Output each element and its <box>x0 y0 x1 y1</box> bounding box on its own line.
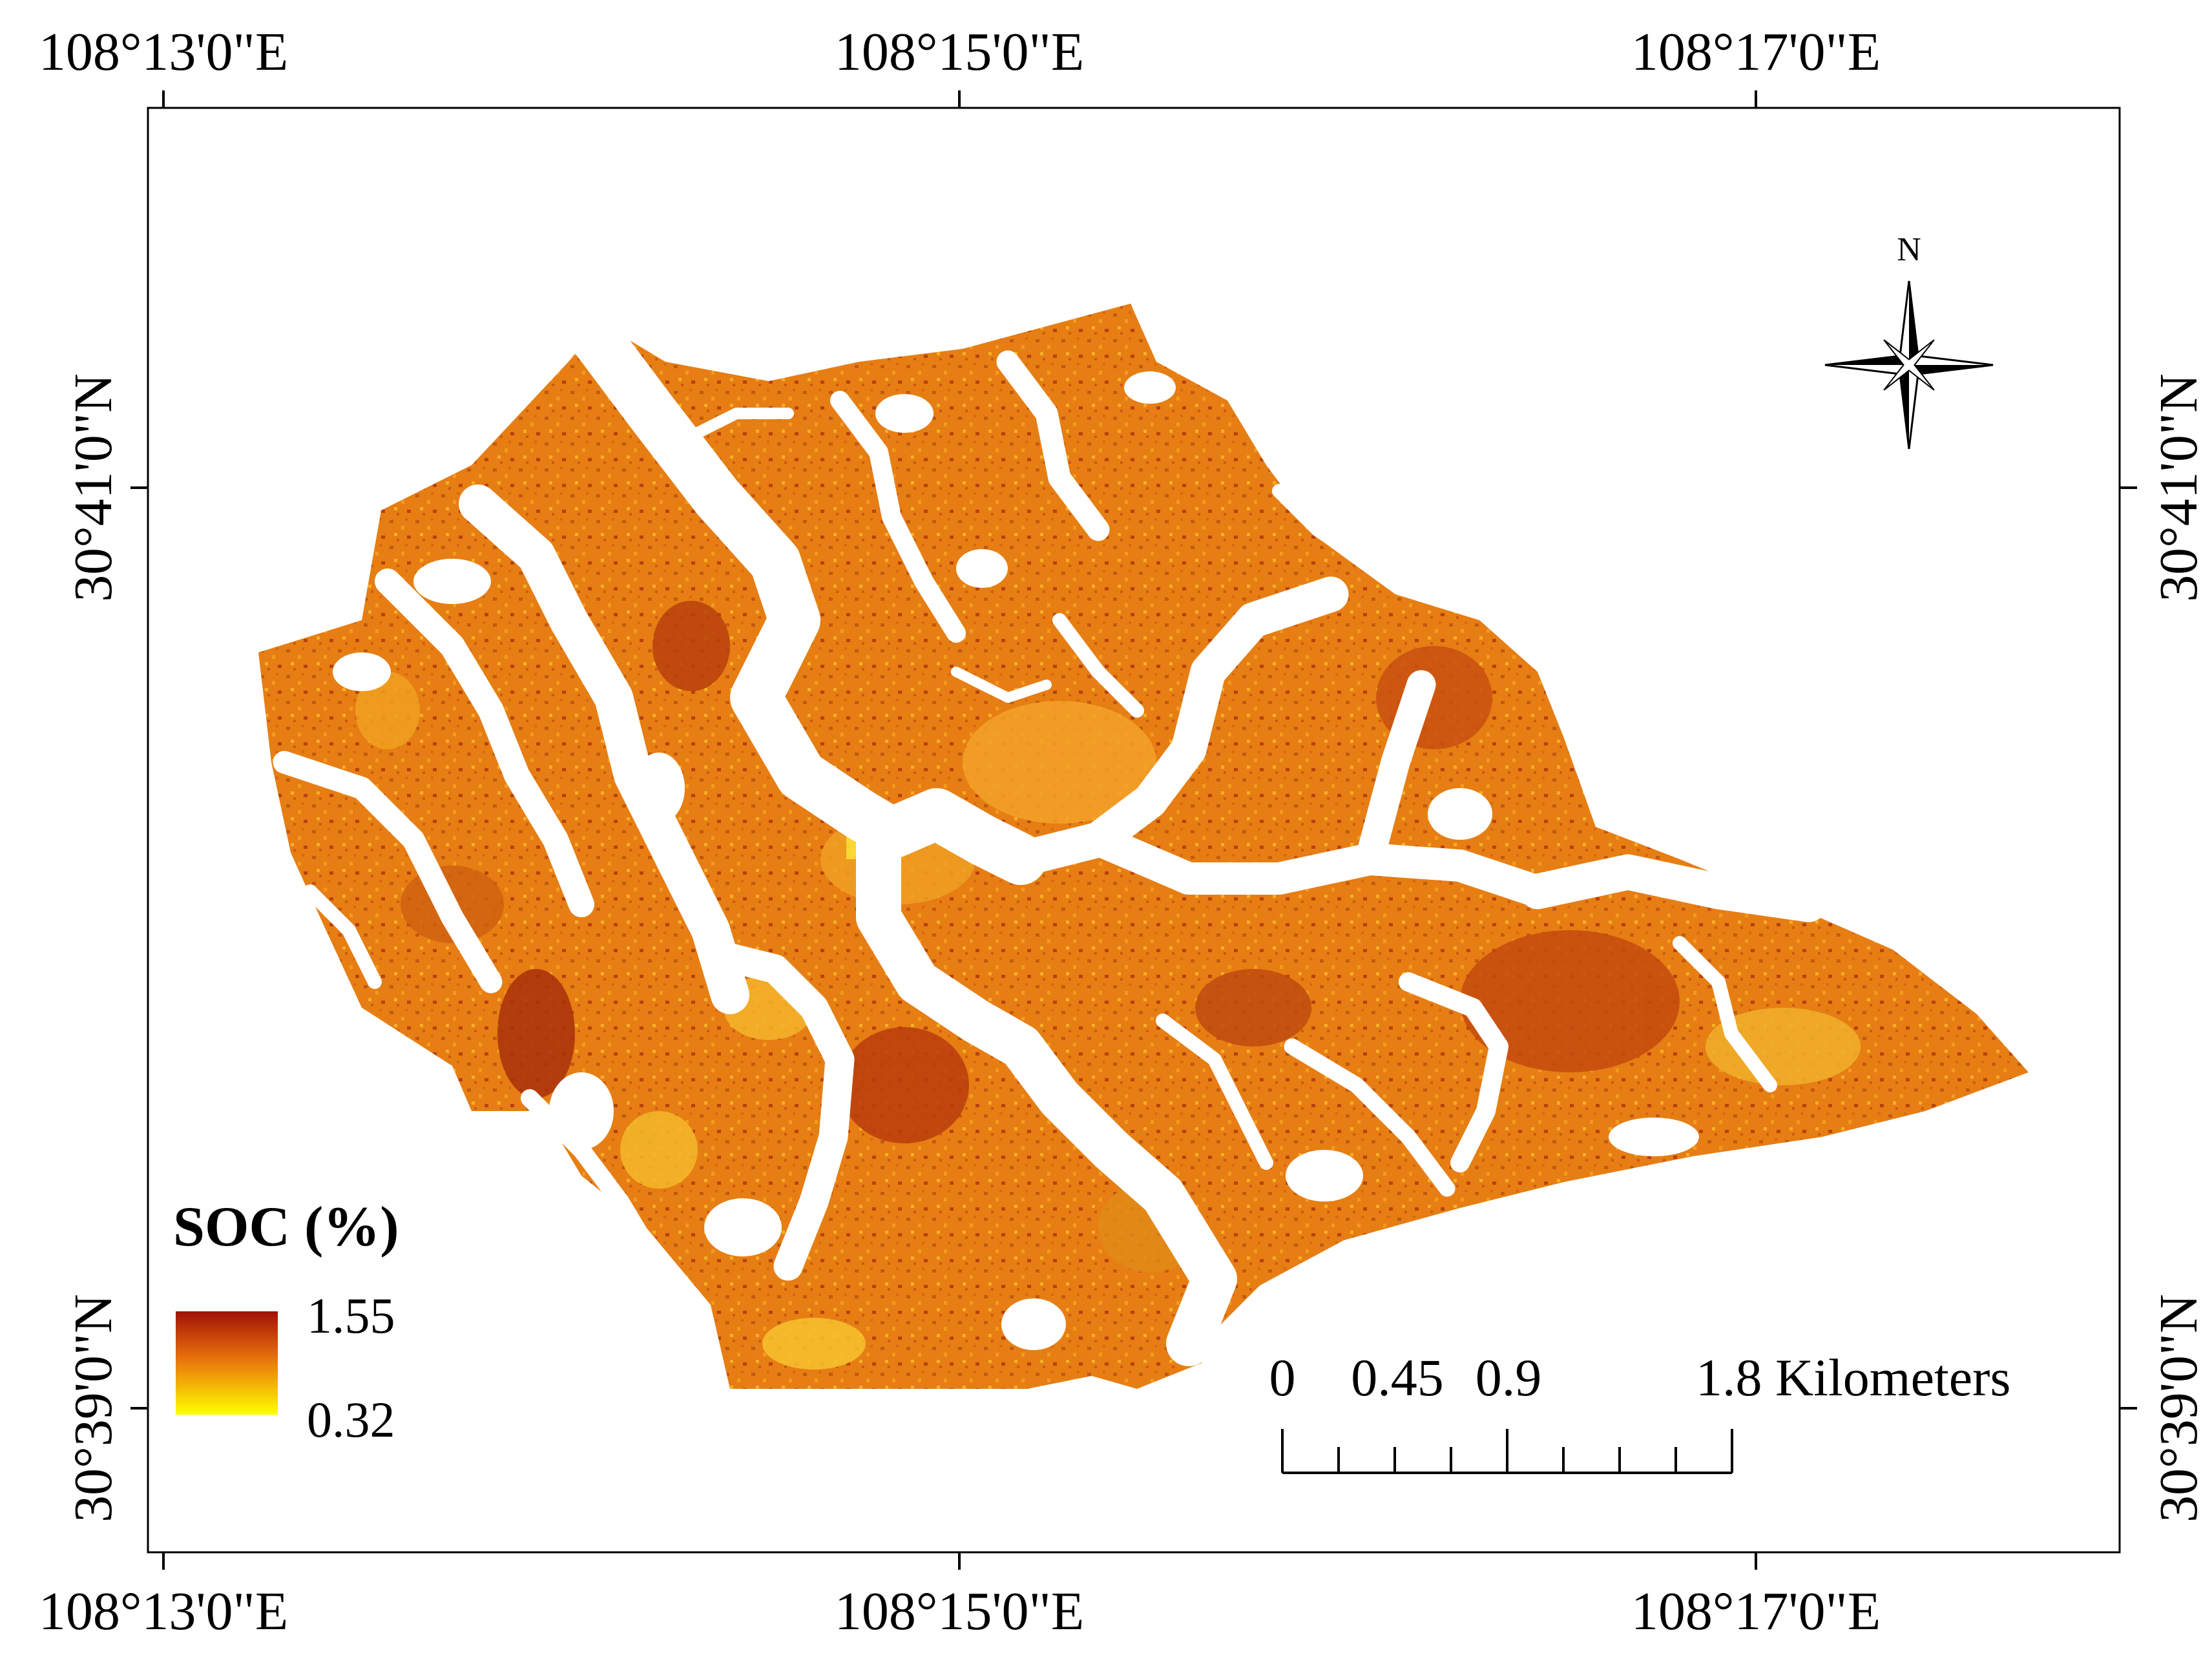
left-label-2: 30°39'0"N <box>63 1294 123 1523</box>
right-coordinate-labels: 30°41'0"N 30°39'0"N <box>2149 373 2209 1523</box>
bottom-coordinate-labels: 108°13'0"E 108°15'0"E 108°17'0"E <box>39 1581 1881 1641</box>
legend: SOC (%) 1.55 0.32 <box>173 1196 399 1448</box>
top-label-2: 108°15'0"E <box>835 22 1084 82</box>
scale-label-18-km: 1.8 Kilometers <box>1696 1348 2010 1407</box>
scale-bar: 0 0.45 0.9 1.8 Kilometers <box>1269 1348 2010 1474</box>
north-label: N <box>1897 231 1921 268</box>
bottom-label-1: 108°13'0"E <box>39 1581 288 1641</box>
legend-color-ramp <box>176 1311 278 1415</box>
right-label-1: 30°41'0"N <box>2149 373 2209 602</box>
scale-label-045: 0.45 <box>1351 1348 1444 1407</box>
top-coordinate-labels: 108°13'0"E 108°15'0"E 108°17'0"E <box>39 22 1881 82</box>
top-label-1: 108°13'0"E <box>39 22 288 82</box>
right-label-2: 30°39'0"N <box>2149 1294 2209 1523</box>
no-data-holes <box>333 371 1699 1350</box>
left-coordinate-labels: 30°41'0"N 30°39'0"N <box>63 373 123 1523</box>
graticule-ticks <box>130 90 2137 1570</box>
bottom-label-3: 108°17'0"E <box>1631 1581 1881 1641</box>
legend-max-label: 1.55 <box>307 1287 395 1344</box>
left-label-1: 30°41'0"N <box>63 373 123 602</box>
top-label-3: 108°17'0"E <box>1631 22 1881 82</box>
scale-label-09: 0.9 <box>1476 1348 1542 1407</box>
no-data-rivers <box>273 310 1827 1366</box>
north-arrow: N <box>1824 231 1994 450</box>
soc-raster <box>258 304 2029 1389</box>
legend-title: SOC (%) <box>173 1196 399 1258</box>
bottom-label-2: 108°15'0"E <box>835 1581 1084 1641</box>
legend-min-label: 0.32 <box>307 1391 395 1448</box>
scale-bar-ruler <box>1281 1429 1733 1474</box>
scale-label-0: 0 <box>1269 1348 1296 1407</box>
